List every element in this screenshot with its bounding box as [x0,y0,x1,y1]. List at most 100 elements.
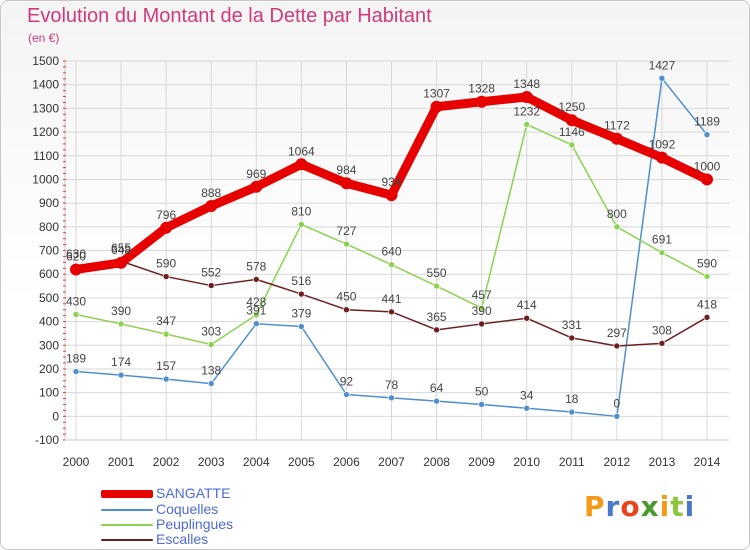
x-tick-label: 2011 [559,455,585,469]
data-label: 189 [66,352,86,366]
data-label: 428 [246,295,266,309]
legend-item-coquelles: Coquelles [101,501,341,518]
data-label: 1172 [604,119,630,133]
data-label: 365 [427,310,447,324]
data-label: 379 [291,307,311,321]
data-label: 303 [201,325,221,339]
data-label: 390 [111,304,131,318]
data-point [478,320,485,328]
data-point [658,340,666,347]
data-label: 308 [652,323,672,337]
data-label: 0 [614,396,621,410]
x-tick-label: 2002 [153,455,180,469]
data-label: 1146 [559,125,585,139]
data-point [295,158,308,171]
data-point [523,404,531,412]
data-point [565,114,578,127]
data-point [701,173,713,186]
data-point [162,273,170,280]
legend-swatch-coquelles [101,509,153,511]
data-point [568,141,576,149]
y-tick-label: 1100 [33,149,59,163]
data-point [430,100,443,113]
data-point [252,276,260,283]
y-tick-label: 400 [39,315,59,329]
data-point [298,323,305,330]
data-label: 648 [111,243,131,257]
data-point [520,91,533,104]
legend-label-escalles: Escalles [156,531,209,547]
data-point [160,221,173,234]
chart-unit: (en €) [28,31,60,45]
data-label: 414 [517,298,537,312]
data-label: 796 [156,208,176,222]
data-label: 984 [336,163,356,177]
data-label: 457 [472,288,492,302]
data-label: 390 [472,304,492,318]
proxiti-logo: Proxiti [584,490,696,523]
legend-label-coquelles: Coquelles [156,501,219,517]
x-tick-label: 2013 [649,455,676,469]
data-point [343,240,350,248]
data-label: 331 [562,318,582,332]
data-label: 1232 [513,104,540,118]
data-label: 450 [336,290,356,304]
x-tick-label: 2010 [513,455,540,469]
data-label: 1348 [513,77,540,91]
data-point [655,151,668,164]
data-point [478,304,485,312]
legend-item-escalles: Escalles [101,531,341,548]
legend-swatch-peuplingues [101,524,153,526]
x-tick-label: 2012 [604,455,631,469]
data-point [72,368,80,375]
data-label: 391 [246,304,266,318]
data-point [117,371,125,379]
data-label: 1064 [288,144,315,158]
data-point [613,223,621,231]
data-label: 552 [201,266,221,280]
data-point [475,95,488,108]
data-label: 174 [111,355,131,369]
data-label: 655 [111,241,131,255]
data-point [523,314,531,322]
data-label: 157 [156,359,176,373]
data-label: 810 [291,204,311,218]
data-point [162,375,170,383]
y-tick-label: 1400 [32,78,59,92]
y-tick-label: 300 [39,338,59,352]
x-tick-label: 2000 [63,455,90,469]
data-point [115,256,128,269]
data-label: 64 [430,381,444,395]
y-tick-label: 500 [39,291,59,305]
data-label: 1189 [694,115,720,129]
x-tick-label: 2004 [243,455,270,469]
data-label: 578 [246,259,266,273]
data-label: 1250 [558,100,585,114]
data-label: 78 [385,378,399,392]
x-tick-label: 2007 [378,455,405,469]
data-point [343,391,350,398]
data-point [658,74,666,82]
data-label: 640 [381,245,401,259]
data-point [70,263,82,276]
data-point [72,311,80,318]
legend-label-sangatte: SANGATTE [156,485,231,501]
data-label: 590 [697,257,717,271]
data-label: 934 [381,175,401,189]
data-label: 34 [520,388,534,402]
data-point [568,334,576,342]
y-tick-label: 800 [39,220,59,234]
x-tick-label: 2014 [694,455,721,469]
data-label: 418 [697,297,717,311]
data-point [433,326,440,334]
data-point [388,394,395,402]
data-label: 441 [381,292,401,306]
x-tick-label: 2008 [423,455,450,469]
x-tick-label: 2001 [108,455,135,469]
chart-title: Evolution du Montant de la Dette par Hab… [27,5,432,27]
legend-item-sangatte: SANGATTE [101,485,341,502]
data-label: 1092 [649,138,676,152]
x-tick-label: 2006 [333,455,360,469]
data-point [117,320,125,328]
